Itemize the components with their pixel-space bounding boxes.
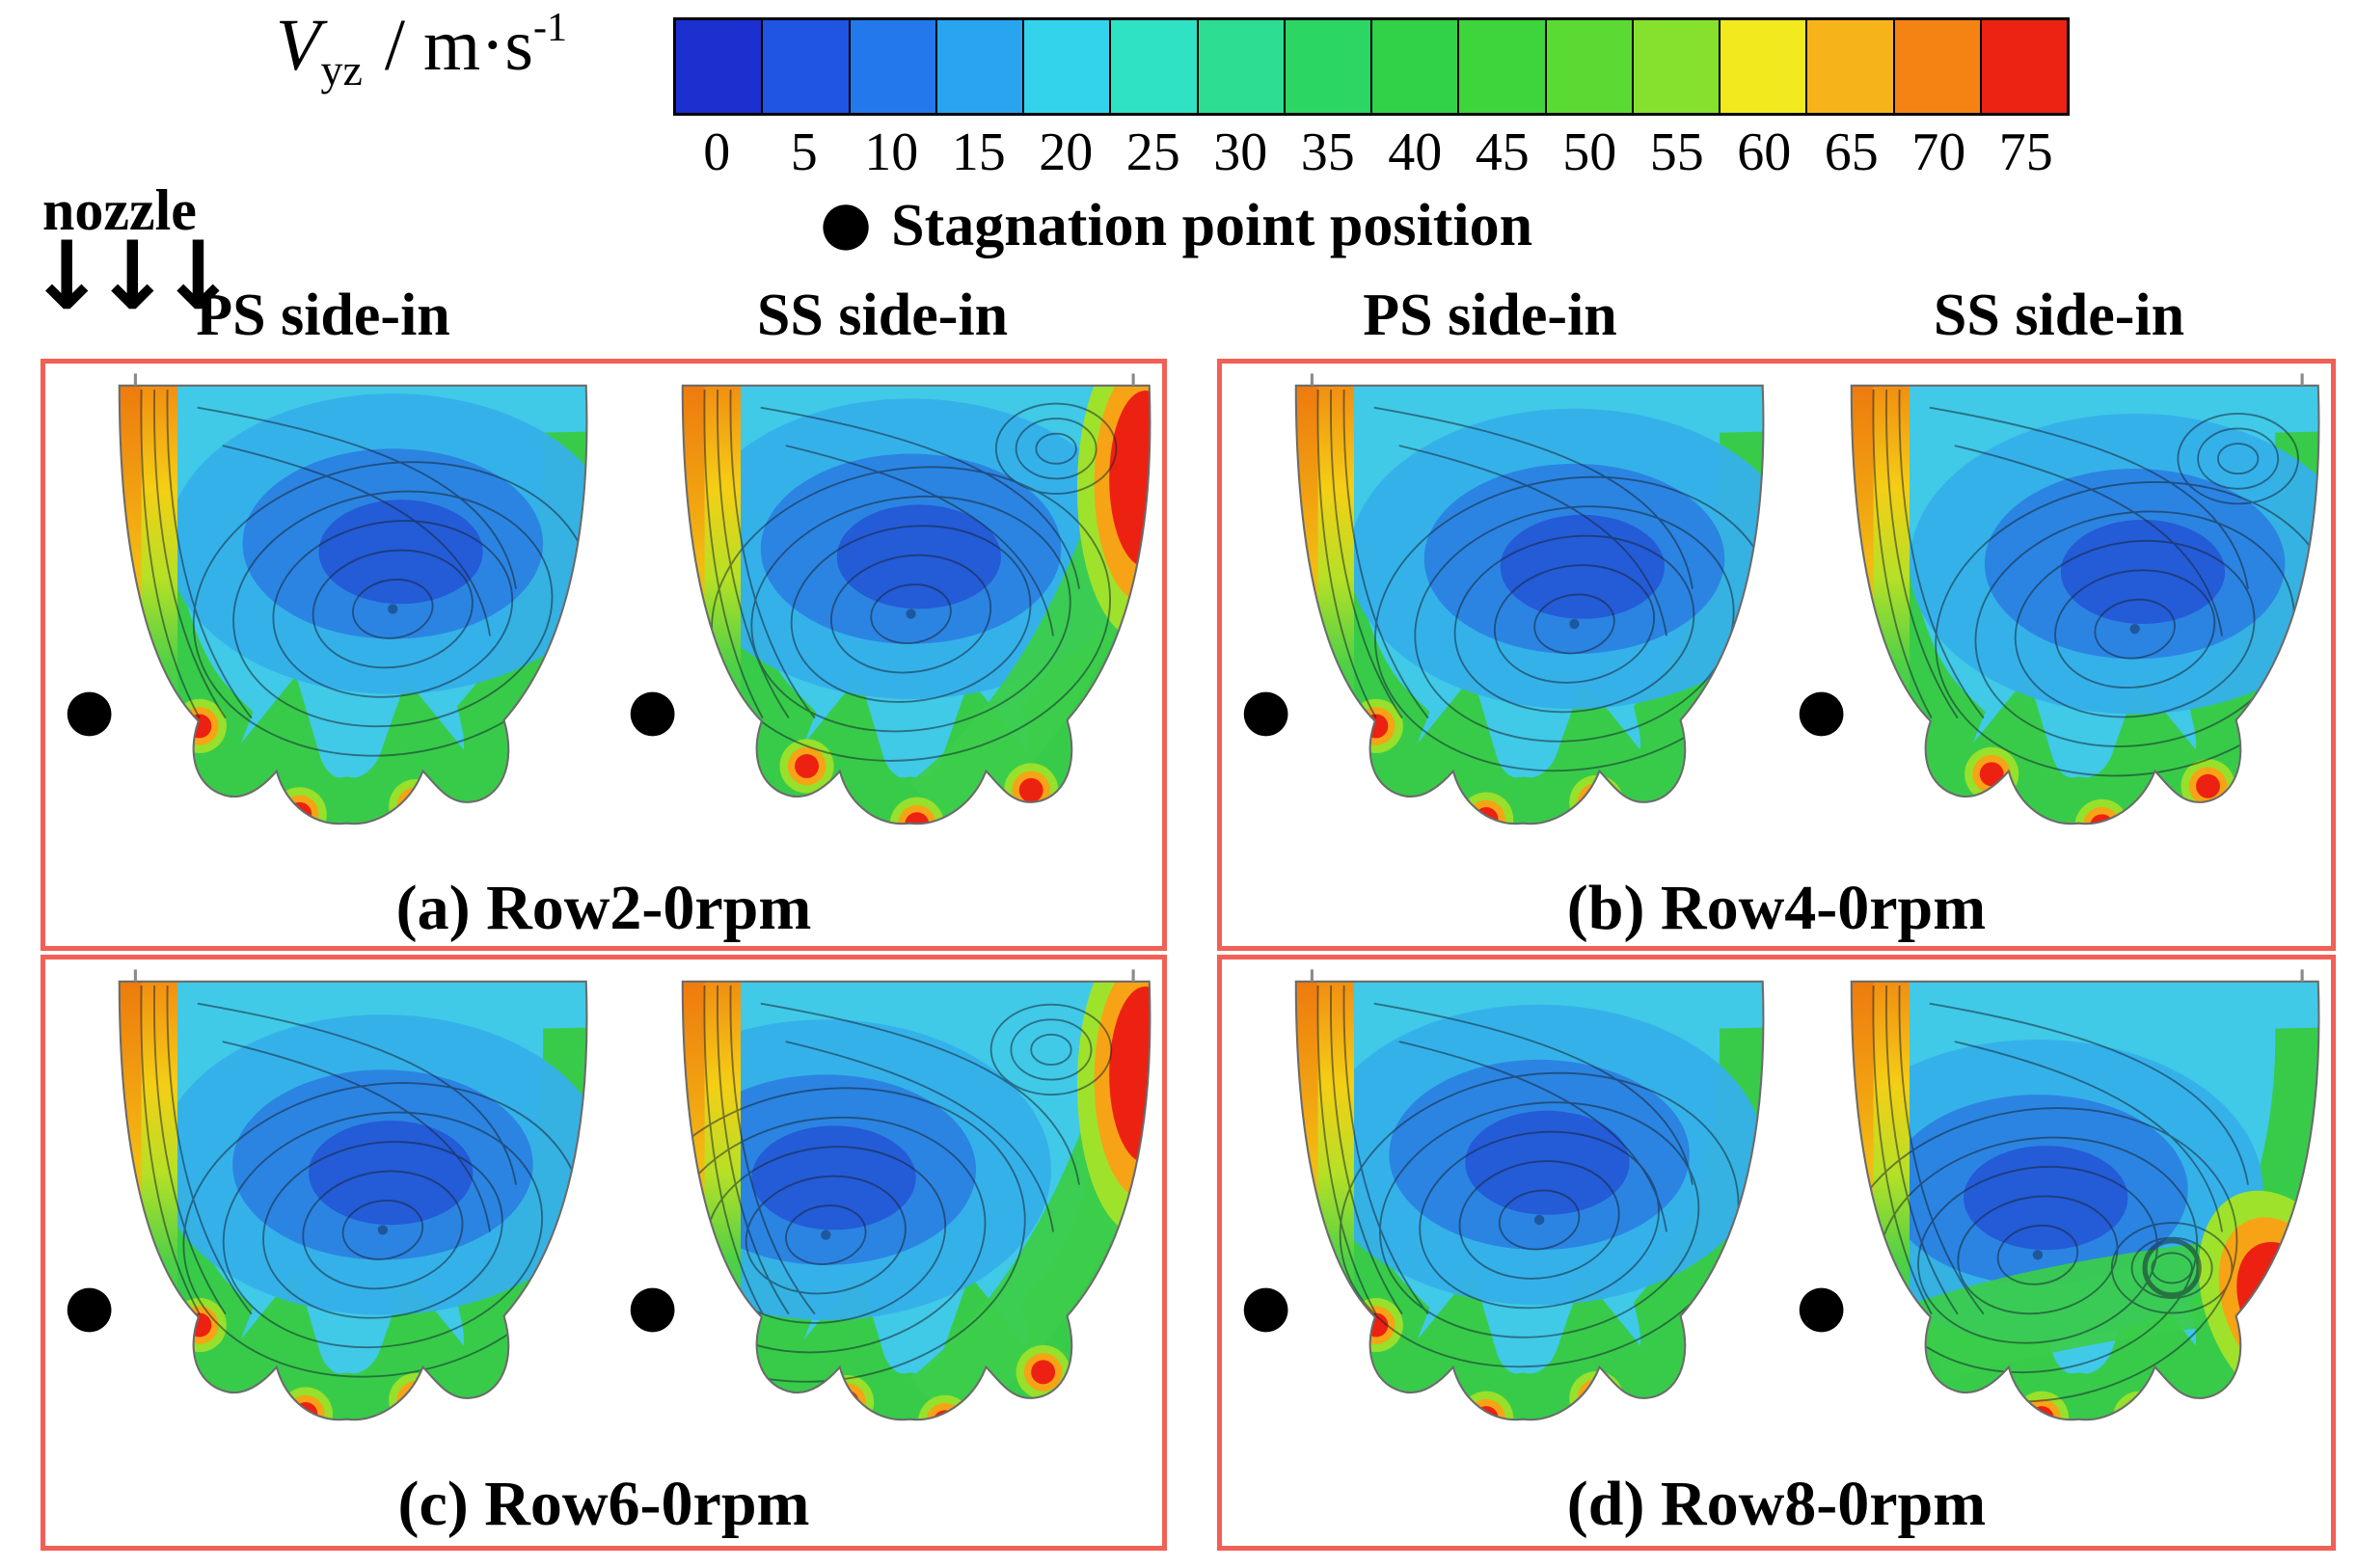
colorbar-tick: 75	[1998, 122, 2053, 182]
column-header-2: PS side-in	[1363, 283, 1617, 348]
colorbar-tick: 45	[1475, 122, 1530, 182]
colorbar-units: / m·s	[366, 5, 533, 86]
stagnation-point-dot	[1243, 1287, 1288, 1333]
colorbar-tick: 65	[1824, 122, 1879, 182]
colorbar-tick: 30	[1213, 122, 1268, 182]
column-header-1: SS side-in	[756, 283, 1009, 348]
panel-caption: (a) Row2-0rpm	[395, 873, 812, 943]
colorbar-tick: 20	[1039, 122, 1094, 182]
colorbar-tick: 70	[1911, 122, 1966, 182]
stagnation-point-dot	[1243, 691, 1288, 737]
stagnation-point-dot	[67, 691, 112, 737]
contour-plot-a-PS	[67, 373, 588, 825]
contour-plot-b-SS	[1799, 373, 2320, 825]
colorbar-tick: 55	[1649, 122, 1704, 182]
colorbar-title: Vyz / m·s-1	[276, 4, 567, 95]
contour-plot-c-PS	[67, 969, 588, 1421]
colorbar-tick: 5	[790, 122, 818, 182]
colorbar-cell-55	[1633, 20, 1720, 113]
panel-caption: (c) Row6-0rpm	[397, 1469, 810, 1539]
nozzle-label: nozzle	[42, 178, 197, 242]
contour-plot-d-SS	[1799, 969, 2320, 1421]
colorbar-exponent: -1	[532, 6, 567, 50]
colorbar-cell-5	[763, 20, 851, 113]
colorbar-ticks: 0 5 10 15 20 25 30 35 40 45 50 55 60 65 70 75	[673, 122, 2070, 183]
colorbar-symbol: V	[276, 5, 321, 86]
colorbar-cell-25	[1111, 20, 1199, 113]
colorbar-cell-10	[850, 20, 937, 113]
panel-a-subplots	[45, 364, 1162, 875]
colorbar-tick: 15	[951, 122, 1006, 182]
panel-d-subplots	[1222, 960, 2331, 1471]
panel-c-subplots	[45, 960, 1162, 1471]
stagnation-legend-text: Stagnation point position	[891, 193, 1533, 258]
colorbar-tick: 40	[1388, 122, 1443, 182]
panel-caption: (d) Row8-0rpm	[1566, 1469, 1987, 1539]
colorbar-cell-50	[1546, 20, 1634, 113]
stagnation-point-dot	[1799, 691, 1844, 737]
colorbar-tick: 60	[1737, 122, 1792, 182]
stagnation-legend: ● Stagnation point position	[820, 187, 1533, 260]
colorbar-tick: 25	[1125, 122, 1180, 182]
colorbar-cell-75	[1981, 20, 2067, 113]
colorbar-cell-15	[936, 20, 1024, 113]
contour-plot-b-PS	[1243, 373, 1765, 825]
colorbar-cell-20	[1024, 20, 1112, 113]
contour-plot-a-SS	[630, 373, 1151, 825]
colorbar-cell-0	[676, 20, 764, 113]
stagnation-marker-icon: ●	[820, 187, 873, 257]
colorbar-cell-35	[1285, 20, 1372, 113]
colorbar-cell-30	[1198, 20, 1286, 113]
colorbar	[673, 17, 2070, 116]
colorbar-tick: 10	[864, 122, 919, 182]
panel-b-subplots	[1222, 364, 2331, 875]
colorbar-tick: 35	[1300, 122, 1355, 182]
panel-caption: (b) Row4-0rpm	[1566, 873, 1987, 943]
colorbar-cell-65	[1807, 20, 1895, 113]
colorbar-cell-60	[1720, 20, 1808, 113]
colorbar-tick: 50	[1562, 122, 1617, 182]
stagnation-point-dot	[630, 691, 675, 737]
column-header-0: PS side-in	[196, 283, 450, 348]
column-header-3: SS side-in	[1933, 283, 2185, 348]
stagnation-point-dot	[630, 1287, 675, 1333]
stagnation-point-dot	[67, 1287, 112, 1333]
contour-plot-c-SS	[630, 969, 1151, 1421]
colorbar-subscript: yz	[320, 45, 363, 95]
panel-d: (d) Row8-0rpm	[1217, 955, 2336, 1551]
contour-plot-d-PS	[1243, 969, 1765, 1421]
panel-b: (b) Row4-0rpm	[1217, 359, 2336, 951]
nozzle-arrows-icon: ↓↓↓	[27, 222, 237, 332]
panel-c: (c) Row6-0rpm	[41, 955, 1167, 1551]
colorbar-cell-70	[1894, 20, 1982, 113]
colorbar-cell-40	[1372, 20, 1460, 113]
colorbar-tick: 0	[703, 122, 731, 182]
stagnation-point-dot	[1799, 1287, 1844, 1333]
colorbar-cell-45	[1459, 20, 1547, 113]
panel-a: (a) Row2-0rpm	[41, 359, 1167, 951]
